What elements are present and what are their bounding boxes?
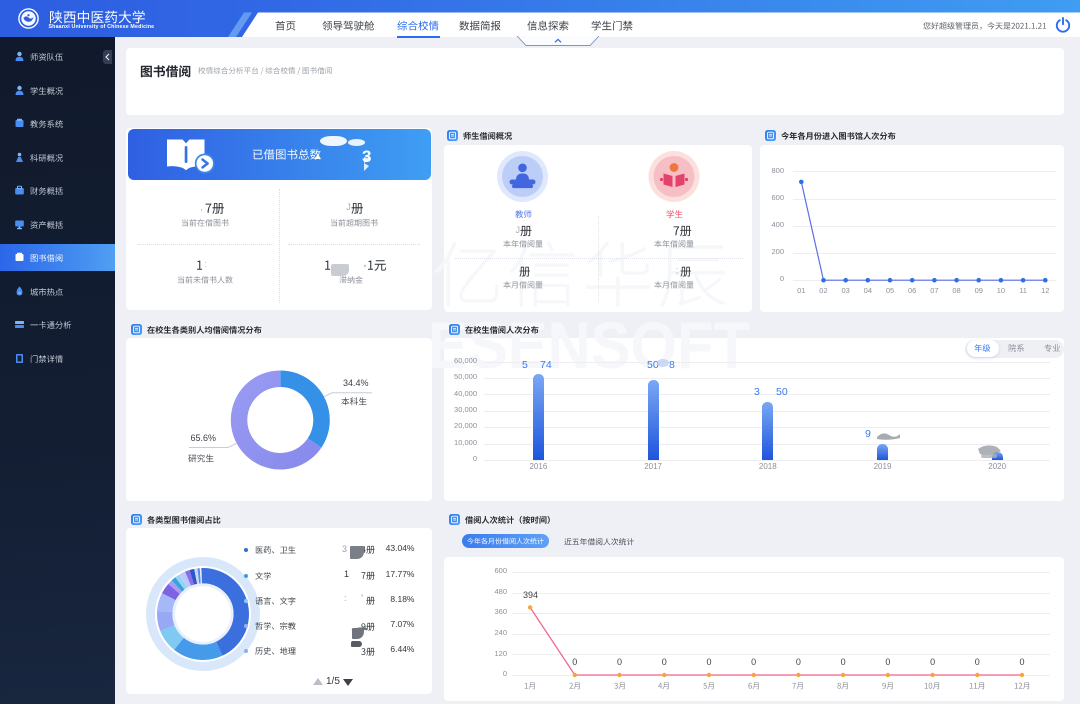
svg-text:ESENSOFT: ESENSOFT xyxy=(428,308,750,382)
